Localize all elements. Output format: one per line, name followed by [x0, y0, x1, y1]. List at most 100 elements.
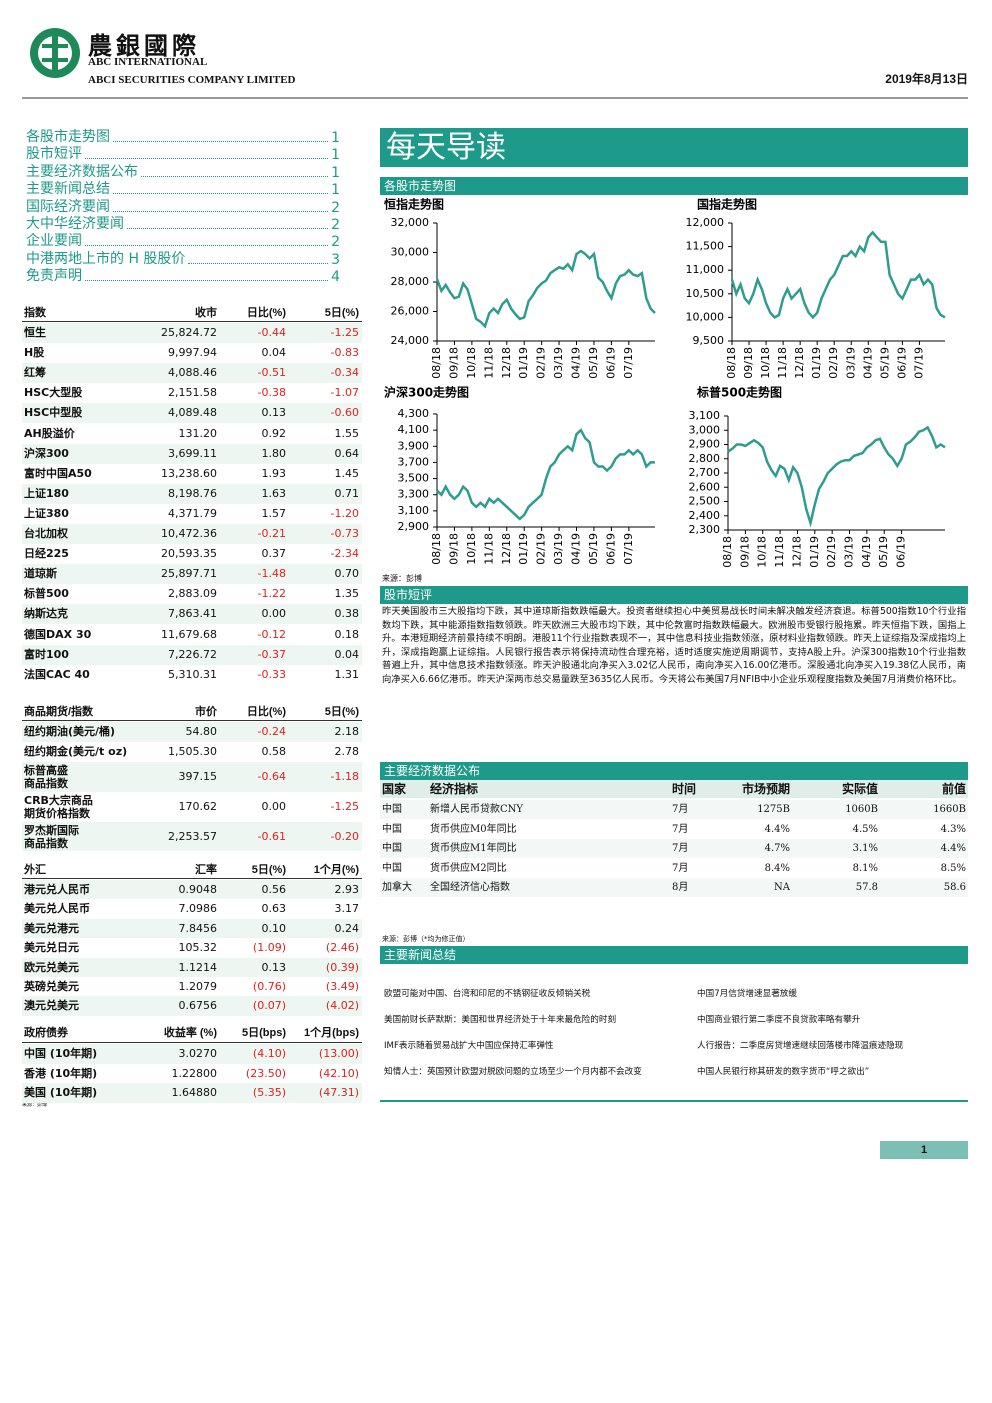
y-tick-label: 2,500 [689, 495, 721, 508]
table-cell: -0.20 [330, 830, 359, 843]
x-tick-label: 11/18 [776, 347, 789, 379]
table-cell: 11,679.68 [161, 627, 217, 641]
table-cell: CRB大宗商品 期货价格指数 [24, 794, 93, 820]
table-cell: 中国 [382, 823, 402, 835]
toc-entry[interactable]: 免责声明 4 [26, 268, 340, 285]
x-tick-label: 05/19 [587, 533, 600, 565]
news-item: IMF表示随着贸易战扩大中国应保持汇率弹性 [384, 1041, 554, 1051]
table-cell: 1.22800 [171, 1066, 218, 1080]
table-cell: 中国 [382, 862, 402, 874]
y-tick-label: 28,000 [391, 275, 430, 288]
toc-entry[interactable]: 各股市走势图 1 [26, 129, 340, 146]
table-cell: 7.8456 [178, 921, 218, 935]
table-row: 道琼斯 25,897.71 -1.48 0.70 [22, 564, 362, 585]
x-tick-label: 08/18 [430, 347, 443, 379]
table-cell: H股 [24, 346, 45, 360]
table-cell: 25,824.72 [161, 326, 217, 339]
header-rule [22, 97, 968, 99]
table-row: 沪深300 3,699.11 1.80 0.64 [22, 443, 362, 464]
toc-title: 国际经济要闻 [26, 198, 110, 215]
table-cell: 4,088.46 [168, 366, 217, 380]
table-row: 加拿大 全国经济信心指数 8月 NA 57.8 58.6 [380, 878, 968, 897]
toc-leader [113, 210, 329, 212]
table-row: 纳斯达克 7,863.41 0.00 0.38 [22, 604, 362, 625]
y-tick-label: 2,900 [689, 438, 721, 451]
section-title: 各股市走势图 [380, 177, 968, 195]
table-row: 美元兑港元 7.8456 0.10 0.24 [22, 918, 362, 939]
table-cell: 红筹 [24, 366, 46, 380]
x-tick-label: 03/19 [552, 533, 565, 565]
table-cell: 20,593.35 [161, 547, 217, 561]
commentary: 昨天美国股市三大股指均下跌，其中道琼斯指数跌幅最大。投资者继续担心中美贸易战长时… [382, 606, 966, 685]
table-cell: -0.64 [257, 770, 286, 783]
table-cell: 0.56 [261, 883, 287, 896]
toc-leader [141, 175, 329, 177]
table-cell: -2.34 [330, 547, 359, 561]
x-tick-label: 03/19 [552, 347, 565, 379]
toc-entry[interactable]: 主要经济数据公布 1 [26, 164, 340, 181]
x-tick-label: 01/19 [808, 536, 821, 568]
chart-title: 标普500走势图 [696, 385, 782, 400]
table-cell: 0.92 [261, 426, 287, 440]
toc-entry[interactable]: 股市短评 1 [26, 146, 340, 163]
table-cell: 4.3% [940, 823, 966, 835]
table-cell: 54.80 [185, 725, 218, 738]
table-cell: -0.34 [330, 366, 359, 380]
table-cell: -0.33 [257, 667, 286, 681]
logo [30, 28, 80, 78]
column-header: 日比(%) [246, 307, 286, 319]
table-cell: 4.5% [852, 823, 878, 835]
table-cell: 1.45 [334, 466, 360, 480]
table-cell: 8月 [672, 882, 689, 893]
table-cell: (4.02) [325, 999, 359, 1013]
toc-entry[interactable]: 企业要闻 2 [26, 233, 340, 250]
table-header: 商品期货/指数 市价 日比(%) 5日(%) [22, 704, 362, 721]
x-tick-label: 08/18 [725, 347, 738, 379]
table-cell: 397.15 [178, 770, 218, 783]
toc-entry[interactable]: 中港两地上市的 H 股股价 3 [26, 251, 340, 268]
toc-leader [85, 245, 329, 247]
toc-entry[interactable]: 大中华经济要闻 2 [26, 216, 340, 233]
table-row: 罗杰斯国际 商品指数 2,253.57 -0.61 -0.20 [22, 822, 362, 851]
column-header: 1个月(%) [313, 864, 359, 876]
table-row: 美国 (10年期) 1.64880 (5.35) (47.31) [22, 1083, 362, 1103]
news-item: 人行报告：二季度房贷增速继续回落楼市降温痕迹隐现 [697, 1041, 904, 1051]
x-tick-label: 04/19 [861, 347, 874, 379]
table-cell: 3.0270 [178, 1047, 218, 1060]
table-cell: 1275B [757, 804, 790, 815]
toc-title: 中港两地上市的 H 股股价 [26, 250, 186, 267]
toc-entry[interactable]: 国际经济要闻 2 [26, 199, 340, 216]
x-tick-label: 10/18 [465, 533, 478, 565]
table-cell: 0.9048 [178, 883, 218, 896]
table-cell: -1.25 [330, 800, 359, 813]
table-cell: 0.64 [334, 446, 360, 460]
table-row: 欧元兑美元 1.1214 0.13 (0.39) [22, 957, 362, 977]
column-header: 市价 [195, 706, 217, 718]
y-tick-label: 3,100 [398, 504, 430, 517]
column-header: 商品期货/指数 [24, 706, 94, 718]
brand-en: ABC INTERNATIONAL [88, 56, 208, 68]
table-row: 中国 (10年期) 3.0270 (4.10) (13.00) [22, 1044, 362, 1064]
table-header: 外汇 汇率 5日(%) 1个月(%) [22, 862, 362, 879]
news-item: 知情人士：英国预计欧盟对脱欧问题的立场至少一个月内都不会改变 [384, 1067, 642, 1077]
index-line [730, 230, 946, 320]
source: 来源：彭博 [382, 574, 422, 583]
table-cell: 标普高盛 商品指数 [24, 764, 68, 790]
x-tick-label: 02/19 [535, 347, 548, 379]
table-cell: (0.76) [252, 980, 286, 993]
table-row: 中国 货币供应M0年同比 7月 4.4% 4.5% 4.3% [380, 819, 968, 839]
table-cell: HSC中型股 [24, 406, 83, 420]
table-cell: (47.31) [318, 1086, 359, 1099]
table-cell: 欧元兑美元 [24, 960, 79, 974]
y-tick-label: 3,100 [689, 409, 721, 422]
toc-page: 1 [331, 130, 340, 146]
table-cell: AH股溢价 [24, 426, 75, 440]
table-cell: HSC大型股 [24, 386, 83, 400]
table-cell: 58.6 [943, 882, 966, 893]
table-cell: 9,997.94 [168, 346, 217, 360]
table-cell: 1.64880 [171, 1086, 218, 1099]
table-row: 中国 新增人民币贷款CNY 7月 1275B 1060B 1660B [380, 800, 968, 819]
table-cell: 7月 [672, 823, 689, 835]
toc-entry[interactable]: 主要新闻总结 1 [26, 181, 340, 198]
table-row: 台北加权 10,472.36 -0.21 -0.73 [22, 524, 362, 545]
